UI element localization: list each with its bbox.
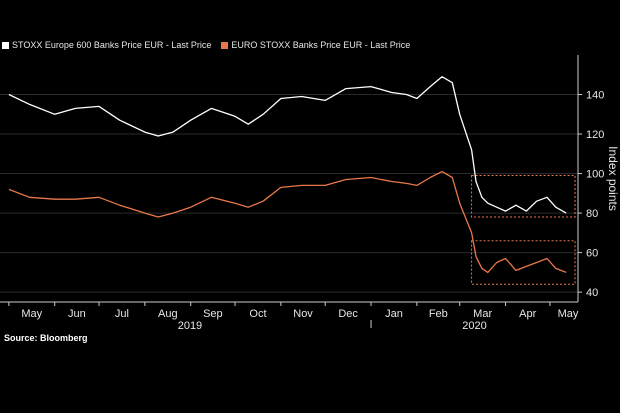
x-tick-label: Dec — [338, 308, 358, 320]
source-note: Source: Bloomberg — [4, 333, 88, 343]
x-tick-label: May — [558, 308, 579, 320]
legend-item-s2: EURO STOXX Banks Price EUR - Last Price — [221, 40, 410, 50]
highlight-box — [471, 240, 576, 285]
x-tick-label: Jul — [115, 308, 129, 320]
x-tick-label: May — [21, 308, 42, 320]
highlight-box — [471, 175, 576, 218]
grid — [0, 94, 578, 293]
legend-label-s2: EURO STOXX Banks Price EUR - Last Price — [231, 40, 411, 50]
x-tick-label: Jan — [385, 308, 403, 320]
y-tick-label: 60 — [586, 248, 598, 260]
x-year-label: 2020 — [462, 320, 486, 332]
y-tick-label: 140 — [586, 90, 604, 102]
y-tick-label: 100 — [586, 169, 604, 181]
legend-label-s1: STOXX Europe 600 Banks Price EUR - Last … — [12, 40, 212, 50]
highlight-boxes — [471, 175, 576, 285]
legend-item-s1: STOXX Europe 600 Banks Price EUR - Last … — [2, 40, 211, 50]
x-tick-label: Mar — [473, 308, 492, 320]
legend: STOXX Europe 600 Banks Price EUR - Last … — [2, 40, 410, 50]
x-axis: May Jun Jul Aug Sep Oct Nov Dec Jan Feb Mar Apr May 2… — [0, 301, 579, 332]
series-lines — [8, 76, 567, 274]
y-tick-label: 120 — [586, 129, 604, 141]
series-line-2 — [8, 170, 567, 274]
x-tick-label: Aug — [158, 308, 178, 320]
y-tick-label: 40 — [586, 287, 598, 299]
legend-swatch-s1 — [2, 41, 9, 49]
x-tick-label: Feb — [429, 308, 448, 320]
x-tick-label: Nov — [293, 308, 313, 320]
x-tick-label: Oct — [249, 308, 266, 320]
x-tick-label: Jun — [68, 308, 86, 320]
series-line-1 — [8, 76, 567, 214]
x-tick-label: Sep — [203, 308, 223, 320]
x-tick-label: Apr — [519, 308, 536, 320]
y-axis-title: Index points — [606, 146, 620, 211]
y-tick-label: 80 — [586, 208, 598, 220]
x-year-label: 2019 — [178, 320, 202, 332]
legend-swatch-s2 — [221, 41, 229, 49]
y-axis: 40 60 80 100 120 140 Index points — [577, 55, 620, 302]
